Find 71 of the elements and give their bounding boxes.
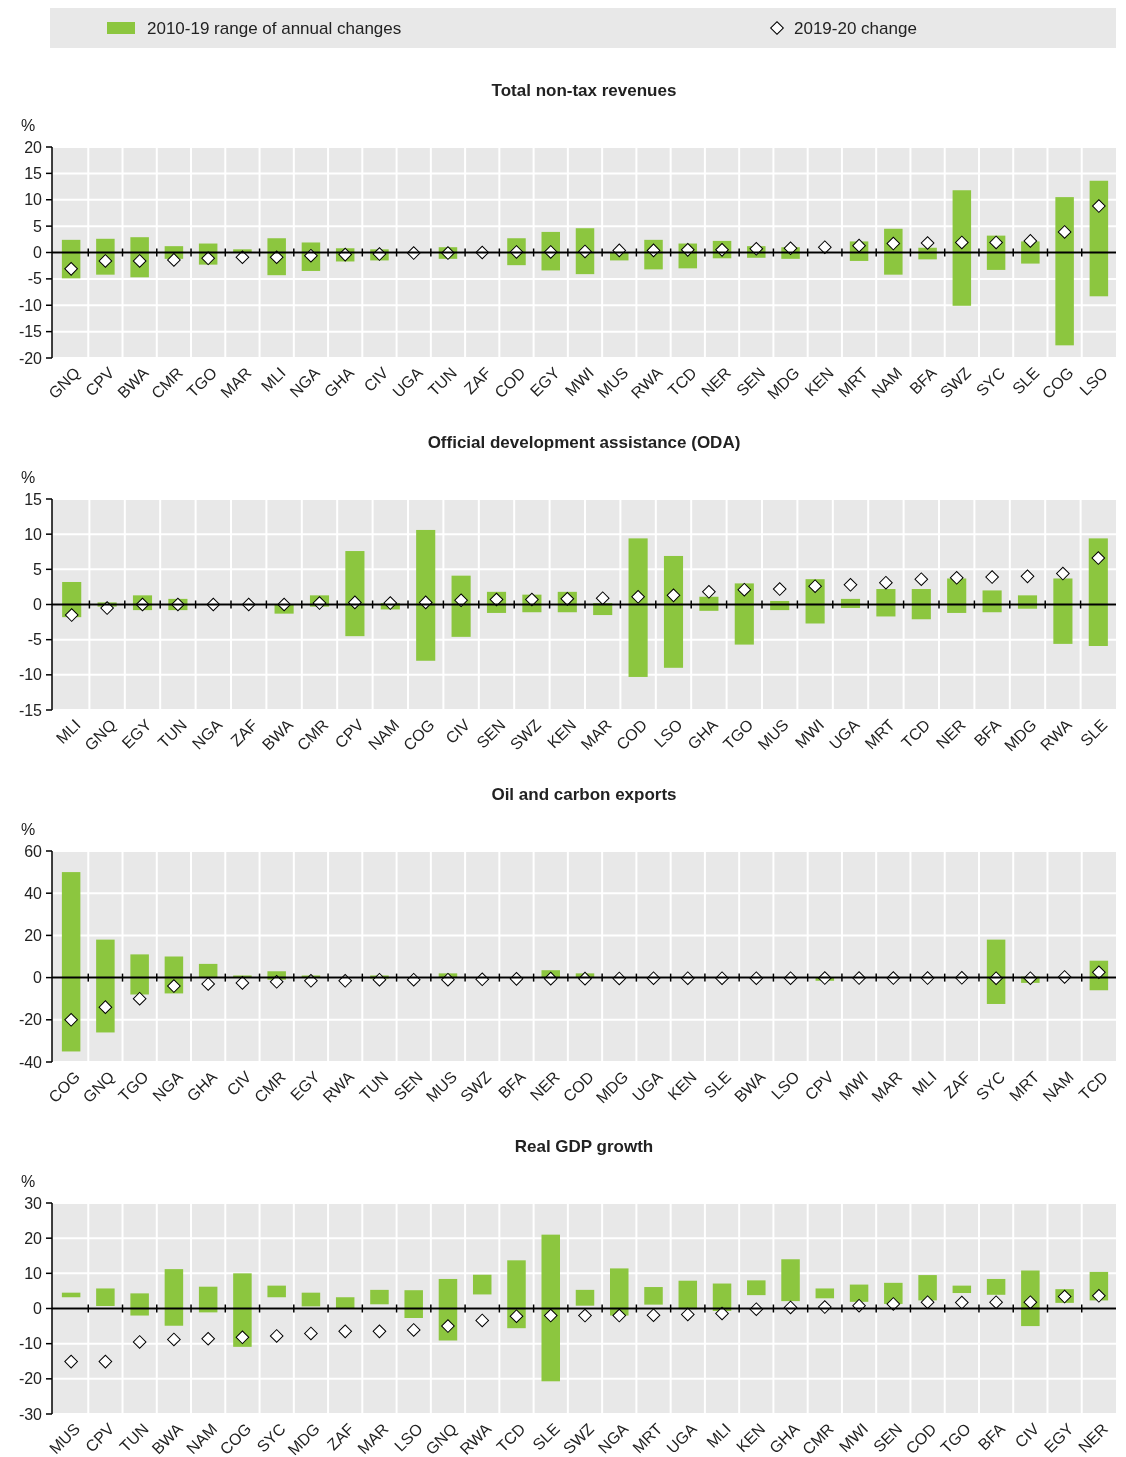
y-tick-label: -30 [18,1405,43,1423]
y-tick-label: 15 [24,164,43,182]
x-tick-label: TUN [116,1420,152,1456]
y-tick-label: 40 [24,884,43,902]
y-tick-label: 5 [33,560,43,578]
x-tick-label: BFA [970,715,1005,750]
x-tick-label: CIV [360,363,392,395]
x-tick-label: TCD [493,1420,529,1456]
x-tick-label: TCD [898,716,934,752]
x-tick-label: CIV [442,715,474,747]
y-tick-label: 60 [24,842,43,860]
y-tick-label: 20 [24,927,43,944]
x-tick-label: UGA [663,1419,701,1457]
y-axis-title: % [20,117,36,134]
x-tick-label: SLE [1076,716,1111,750]
x-tick-label: GHA [766,1419,803,1457]
y-tick-label: 20 [24,138,43,156]
y-tick-label: -20 [18,1011,43,1029]
y-tick-label: 15 [24,490,43,508]
x-tick-label: TCD [1075,1068,1111,1104]
legend-label: 2019-20 change [794,19,917,38]
x-tick-label: TCD [664,364,700,400]
x-tick-label: MLI [257,364,289,395]
x-tick-label: TUN [154,716,190,752]
y-tick-label: -40 [18,1053,43,1071]
x-tick-label: GHA [320,363,358,401]
y-tick-label: 0 [33,1300,43,1318]
y-axis-title: % [20,821,36,838]
y-tick-label: 20 [24,1229,43,1247]
x-tick-label: MLI [52,716,84,747]
x-tick-label: MLI [908,1068,940,1099]
x-tick-label: UGA [826,715,863,753]
x-tick-label: CIV [223,1067,255,1099]
x-tick-label: CIV [1011,1419,1043,1451]
x-tick-label: UGA [629,1067,666,1105]
y-tick-label: -5 [27,270,43,288]
y-axis-title: % [20,469,36,486]
y-tick-label: 10 [24,525,43,543]
y-tick-label: -5 [27,631,43,649]
chart-title: Oil and carbon exports [491,785,677,804]
y-tick-label: -20 [18,349,43,367]
chart-title: Real GDP growth [514,1137,654,1156]
x-tick-label: SLE [529,1420,563,1454]
chart-title: Total non-tax revenues [491,81,677,100]
x-tick-label: GHA [684,715,722,753]
legend-label: 2010-19 range of annual changes [147,19,402,38]
y-tick-label: -15 [18,323,43,341]
x-tick-label: TUN [356,1068,392,1104]
y-axis-title: % [20,1173,36,1190]
chart-title: Official development assistance (ODA) [427,433,741,452]
y-tick-label: -10 [18,296,43,314]
y-tick-label: -10 [18,666,43,684]
x-tick-label: MLI [703,1420,735,1451]
x-tick-label: BFA [906,363,940,398]
x-tick-label: TUN [424,364,461,400]
x-tick-label: SLE [1009,364,1043,398]
y-tick-label: -20 [18,1370,43,1388]
x-tick-label: BFA [495,1067,529,1102]
y-tick-label: 0 [33,244,43,262]
y-tick-label: 10 [24,191,43,209]
x-tick-label: UGA [389,363,427,401]
x-tick-label: GHA [183,1067,221,1105]
y-tick-label: -10 [18,1335,43,1353]
y-tick-label: 10 [24,1264,43,1282]
y-tick-label: -15 [18,701,43,719]
x-tick-label: SLE [700,1068,735,1102]
x-tick-label: BFA [974,1419,1009,1454]
y-tick-label: 0 [33,596,43,614]
y-tick-label: 0 [33,969,43,987]
y-tick-label: 30 [24,1194,43,1212]
y-tick-label: 5 [33,217,43,235]
